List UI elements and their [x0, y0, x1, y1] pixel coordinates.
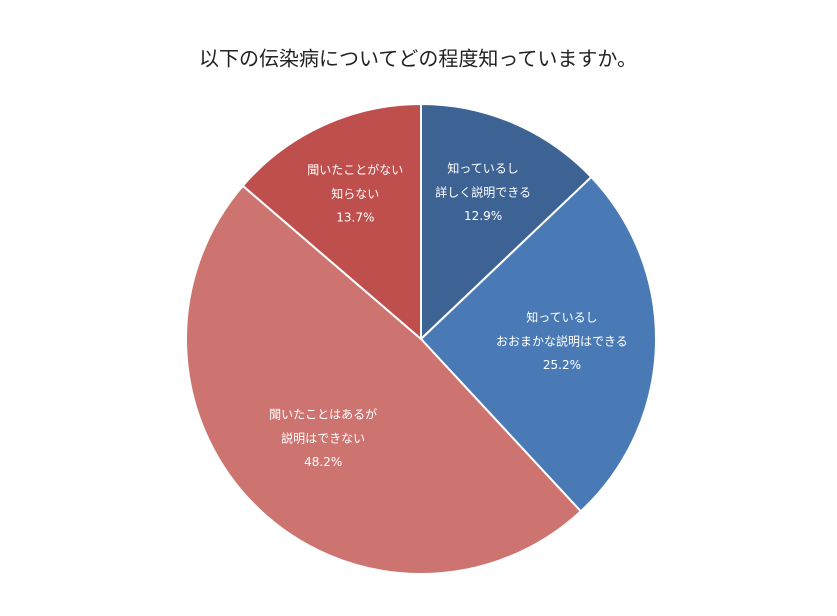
value-label: 25.2% [543, 358, 581, 372]
value-label: 13.7% [336, 210, 374, 224]
pie-slice [420, 102, 593, 342]
slice-label: 知っているし詳しく説明できる [435, 161, 531, 199]
pie-slice [185, 184, 583, 575]
pie-slice [241, 102, 422, 342]
slice-label: 聞いたことはあるが説明はできない [269, 406, 377, 445]
pie-slice [419, 175, 657, 513]
slice-label: 聞いたことがない知らない [307, 161, 403, 200]
chart-title: 以下の伝染病についてどの程度知っていますか。 [199, 47, 637, 71]
value-label: 48.2% [304, 455, 342, 469]
slice-label: 知っているしおおまかな説明はできる [496, 310, 628, 348]
value-label: 12.9% [464, 209, 502, 223]
